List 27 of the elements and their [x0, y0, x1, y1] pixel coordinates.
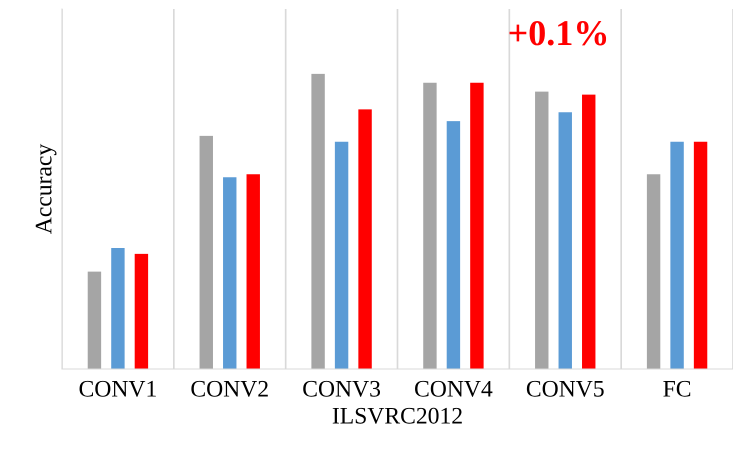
x-tick-label: FC	[663, 380, 690, 397]
bar	[334, 142, 348, 369]
bar	[470, 82, 484, 369]
bar	[646, 174, 660, 369]
x-tick-label: CONV2	[191, 380, 268, 397]
bar	[423, 82, 437, 369]
bar	[558, 112, 572, 369]
text: +0.1%	[510, 20, 606, 46]
bar	[88, 272, 102, 369]
bar	[134, 254, 148, 369]
bar	[200, 136, 213, 369]
bar	[582, 94, 596, 369]
bar	[670, 142, 684, 369]
bar	[223, 177, 236, 369]
x-tick-label: CONV4	[415, 380, 492, 397]
bar	[535, 92, 548, 369]
x-tick-label: CONV5	[526, 380, 604, 397]
x-axis-title: ILSVRC2012	[332, 408, 462, 424]
bar	[311, 74, 325, 369]
x-tick-label: CONV3	[303, 380, 380, 397]
x-tick-label: CONV1	[80, 380, 156, 397]
bar	[446, 121, 460, 369]
bar	[111, 248, 125, 369]
bar	[694, 142, 708, 369]
bar	[246, 174, 260, 369]
y-axis-title: Accuracy	[36, 144, 56, 234]
bar	[358, 109, 372, 369]
